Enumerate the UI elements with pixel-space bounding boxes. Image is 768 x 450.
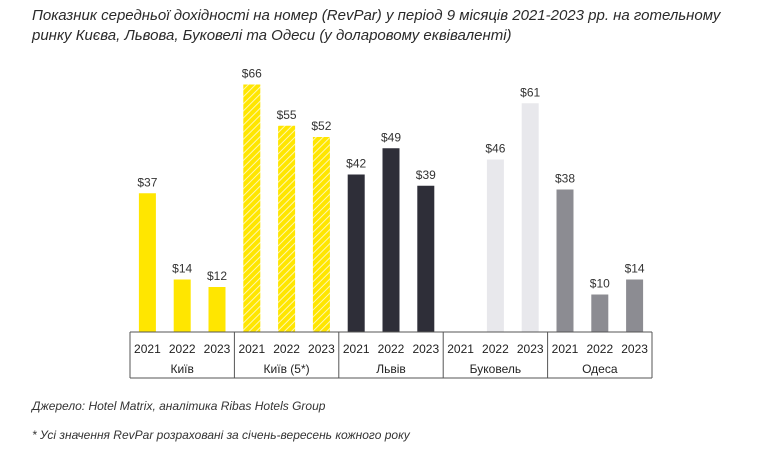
bar-value-label: $55 [277,108,297,122]
year-tick-label: 2023 [204,342,231,356]
city-category-label: Буковель [470,362,521,376]
bar [382,148,400,332]
bar [243,84,261,332]
year-tick-label: 2021 [447,342,474,356]
year-tick-label: 2021 [552,342,579,356]
bar [417,185,435,332]
year-tick-label: 2022 [378,342,405,356]
year-tick-label: 2022 [169,342,196,356]
bar [626,279,644,332]
bar-value-label: $61 [520,85,540,99]
city-category-label: Львів [376,362,406,376]
bar [521,103,539,332]
bar [138,193,156,332]
year-tick-label: 2022 [586,342,613,356]
year-tick-label: 2022 [482,342,509,356]
year-tick-label: 2021 [134,342,161,356]
bar-value-label: $37 [137,175,157,189]
bar-value-label: $49 [381,130,401,144]
category-axis: 2021 2022 2023 Київ 2021 2022 2023 Київ (5*) 202… [129,331,653,379]
bar-value-label: $14 [172,262,192,276]
bar-value-label: $42 [346,157,366,171]
bar [278,125,296,332]
bar-value-label: $66 [242,67,262,81]
year-tick-label: 2023 [517,342,544,356]
bar [208,287,226,332]
year-tick-label: 2021 [343,342,370,356]
bar-value-label: $14 [625,262,645,276]
city-category-label: Київ [170,362,193,376]
city-category-label: Одеса [582,362,618,376]
bars-layer: $37 $14 $12 $66 $55 $52 $42 $49 $39 $46 $61 $38 $10 $… [137,67,645,332]
year-tick-label: 2023 [308,342,335,356]
bar [486,159,504,332]
bar-value-label: $12 [207,269,227,283]
bar-value-label: $10 [590,277,610,291]
source-note: Джерело: Hotel Matrix, аналітика Ribas H… [32,399,326,413]
bar [312,137,330,332]
bar-value-label: $46 [485,142,505,156]
year-tick-label: 2023 [621,342,648,356]
city-category-label: Київ (5*) [264,362,310,376]
bar [173,279,191,332]
year-tick-label: 2023 [412,342,439,356]
footnote: * Усі значення RevPar розраховані за січ… [32,428,410,442]
chart-title: Показник середньої дохідності на номер (… [32,7,721,44]
bar [556,189,574,332]
bar-value-label: $39 [416,168,436,182]
year-tick-label: 2022 [273,342,300,356]
bar [591,294,609,332]
year-tick-label: 2021 [238,342,265,356]
bar [347,174,365,332]
bar-value-label: $38 [555,172,575,186]
bar-value-label: $52 [311,119,331,133]
